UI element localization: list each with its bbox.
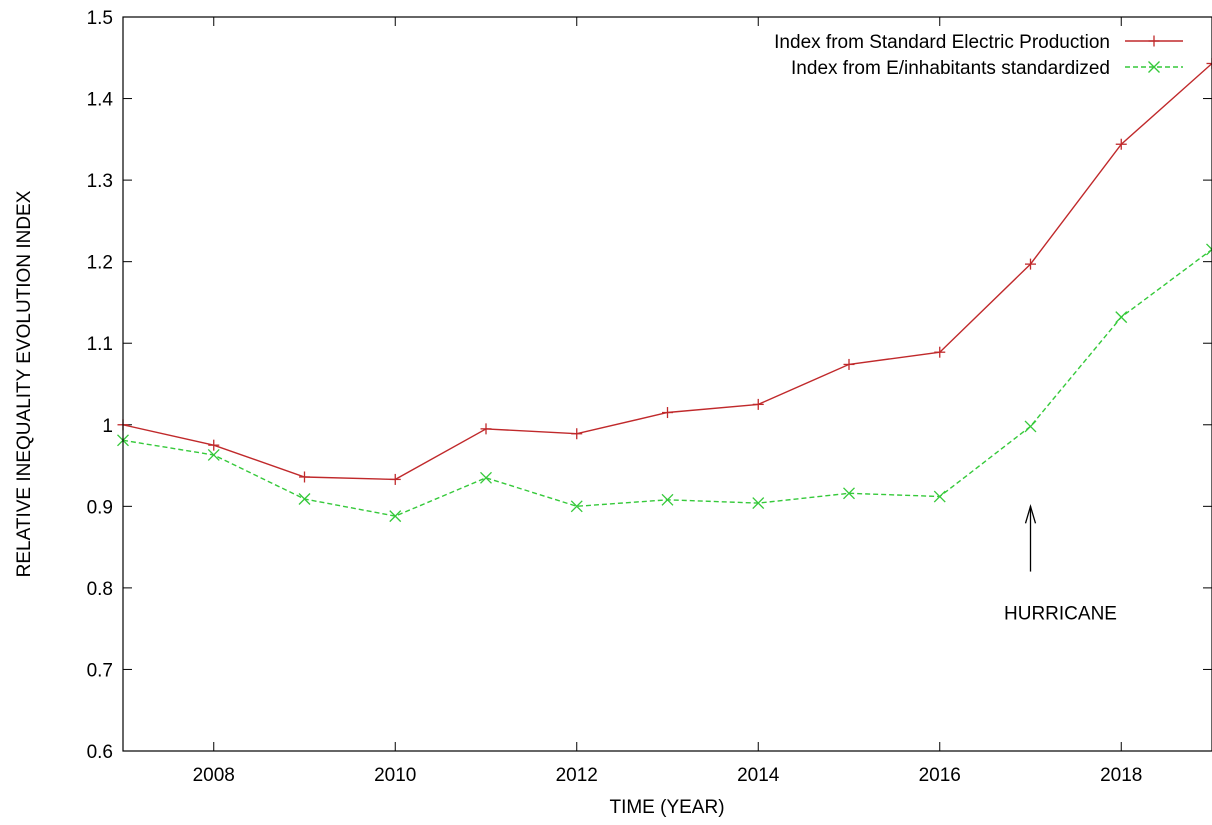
data-point xyxy=(298,493,311,505)
y-tick-label: 0.8 xyxy=(87,579,113,600)
y-tick-label: 1 xyxy=(102,416,113,437)
data-point xyxy=(1025,258,1036,270)
y-tick-label: 1.3 xyxy=(87,171,113,192)
data-point xyxy=(843,487,855,500)
data-point xyxy=(661,493,674,506)
data-point xyxy=(1148,35,1160,47)
y-tick-label: 1.4 xyxy=(87,90,114,111)
plot-frame xyxy=(122,16,1212,752)
legend-label: Index from Standard Electric Production xyxy=(774,32,1110,53)
data-point xyxy=(752,398,764,410)
data-point xyxy=(1115,138,1127,150)
axis-ticks: 0.6 0.7 0.8 0.9 1 1.1 1.2 1.3 1.4 1.5 2008 2010 2012… xyxy=(87,8,1212,786)
legend-label: Index from E/inhabitants standardized xyxy=(791,58,1110,79)
data-point xyxy=(662,407,673,419)
data-point xyxy=(1206,243,1212,256)
x-tick-label: 2018 xyxy=(1100,765,1142,786)
series-lines xyxy=(117,57,1212,523)
x-tick-label: 2012 xyxy=(556,765,598,786)
x-tick-label: 2008 xyxy=(193,765,235,786)
x-tick-label: 2014 xyxy=(737,765,780,786)
y-tick-label: 1.2 xyxy=(87,253,113,274)
data-point xyxy=(1115,311,1128,324)
data-point xyxy=(389,473,401,485)
y-tick-label: 0.6 xyxy=(87,742,113,763)
data-point xyxy=(480,423,492,435)
annotations: HURRICANE xyxy=(1004,504,1117,625)
data-point xyxy=(933,490,946,503)
x-tick-label: 2010 xyxy=(374,765,416,786)
data-point xyxy=(480,471,492,484)
data-point xyxy=(1024,420,1037,433)
y-tick-label: 1.5 xyxy=(87,8,113,29)
data-point xyxy=(389,510,402,523)
data-point xyxy=(752,497,765,510)
y-tick-label: 0.9 xyxy=(87,497,113,518)
data-point xyxy=(570,500,583,513)
data-point xyxy=(571,428,583,440)
data-point xyxy=(1206,57,1212,69)
data-point xyxy=(208,439,220,451)
data-point xyxy=(934,346,946,358)
data-point xyxy=(207,448,220,461)
y-axis-title: RELATIVE INEQUALITY EVOLUTION INDEX xyxy=(14,190,35,577)
legend: Index from Standard Electric Production I… xyxy=(774,32,1183,79)
x-tick-label: 2016 xyxy=(919,765,961,786)
data-point xyxy=(1148,61,1160,73)
y-tick-label: 0.7 xyxy=(87,660,113,681)
data-point xyxy=(299,471,310,483)
annotation-label: HURRICANE xyxy=(1004,604,1117,625)
data-point xyxy=(843,358,855,370)
annotation-arrowhead xyxy=(1024,504,1037,524)
y-tick-label: 1.1 xyxy=(87,334,113,355)
x-axis-title: TIME (YEAR) xyxy=(609,797,724,818)
series-line-2 xyxy=(122,248,1212,517)
